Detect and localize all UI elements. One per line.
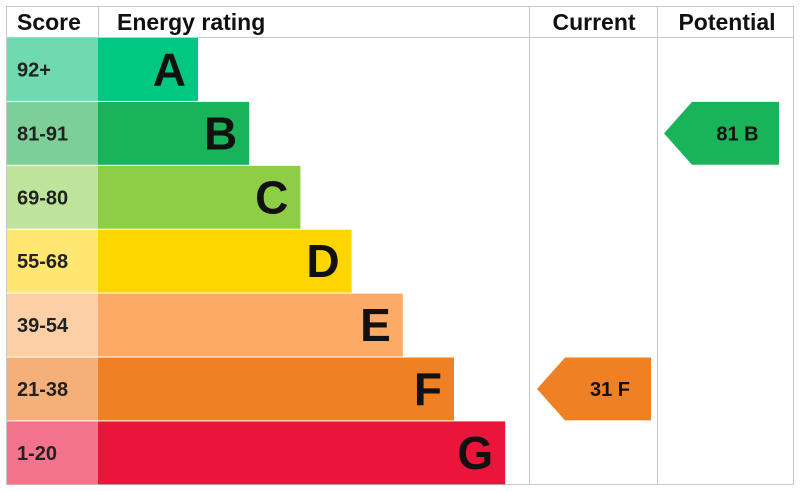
score-range-b: 81-91 <box>17 123 68 145</box>
header-potential: Potential <box>678 9 775 35</box>
rating-bar-e <box>98 293 403 357</box>
rating-bar-g <box>98 421 506 485</box>
rating-letter-e: E <box>360 299 391 351</box>
header-current: Current <box>552 9 635 35</box>
score-cell-a <box>7 38 98 101</box>
score-cell-g <box>7 421 98 485</box>
rating-bar-d <box>98 229 352 293</box>
current-pointer <box>537 357 651 421</box>
score-range-a: 92+ <box>17 59 51 81</box>
header-score: Score <box>17 9 81 35</box>
rating-letter-a: A <box>153 43 186 95</box>
score-cell-e <box>7 293 98 357</box>
score-range-d: 55-68 <box>17 251 68 273</box>
rating-bar-f <box>98 357 454 421</box>
rating-letter-b: B <box>204 107 237 159</box>
score-range-f: 21-38 <box>17 379 68 401</box>
score-cell-f <box>7 357 98 421</box>
rating-bar-a <box>98 38 198 101</box>
rating-letter-g: G <box>457 427 493 479</box>
score-range-e: 39-54 <box>17 315 69 337</box>
score-range-g: 1-20 <box>17 443 57 465</box>
rating-bar-c <box>98 165 301 229</box>
score-cell-c <box>7 165 98 229</box>
chart-grid <box>6 6 794 485</box>
score-cell-b <box>7 101 98 165</box>
rating-letter-c: C <box>255 171 288 223</box>
score-cell-d <box>7 229 98 293</box>
potential-pointer <box>664 101 779 165</box>
header-energy-rating: Energy rating <box>117 9 265 35</box>
rating-bar-b <box>98 101 250 165</box>
score-range-c: 69-80 <box>17 187 68 209</box>
chart-border <box>6 6 794 485</box>
rating-letter-d: D <box>306 235 339 287</box>
current-rating-label: 31 F <box>590 379 630 401</box>
rating-letter-f: F <box>414 363 442 415</box>
rating-pointers: 31 F 81 B <box>537 101 779 421</box>
rating-bands: 92+ A 81-91 B 69-80 C 55-68 D 39-54 E 21-38 F 1-20 G <box>7 38 506 485</box>
potential-rating-label: 81 B <box>716 123 758 145</box>
